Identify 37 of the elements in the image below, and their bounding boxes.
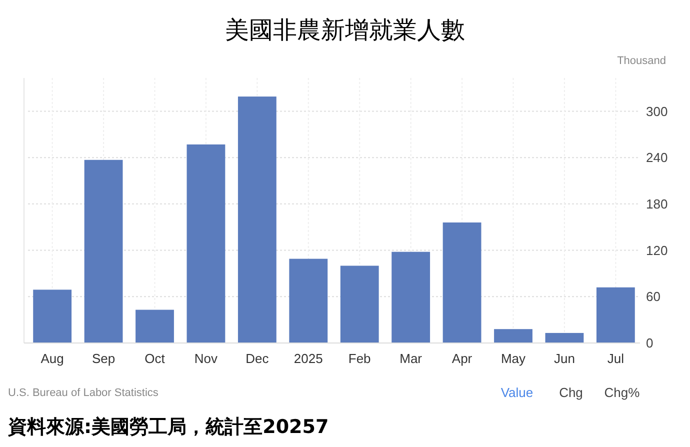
bar bbox=[84, 160, 123, 343]
bar bbox=[238, 96, 276, 343]
bar bbox=[442, 222, 482, 343]
bar bbox=[596, 287, 635, 343]
bar bbox=[392, 252, 430, 343]
y-tick-label: 120 bbox=[646, 242, 668, 258]
bar bbox=[340, 266, 379, 343]
bar bbox=[289, 258, 328, 343]
text: Chg bbox=[559, 385, 583, 400]
x-tick-label: Feb bbox=[348, 351, 371, 366]
x-tick-label: Apr bbox=[452, 351, 473, 366]
chart-title: 美國非農新增就業人數 bbox=[225, 16, 465, 44]
y-tick-label: 60 bbox=[646, 289, 660, 304]
y-tick-label: 240 bbox=[646, 150, 668, 166]
bar bbox=[136, 310, 174, 343]
text: Chg% bbox=[604, 385, 640, 400]
text: Value bbox=[500, 385, 534, 400]
bar bbox=[186, 144, 226, 343]
bar bbox=[33, 290, 72, 343]
source-note: 資料來源:美國勞工局，統計至20257 bbox=[7, 416, 329, 438]
x-tick-label: 2025 bbox=[294, 351, 323, 366]
x-tick-label: Sep bbox=[92, 351, 116, 366]
x-tick-label: May bbox=[500, 351, 526, 366]
y-tick-label: 0 bbox=[646, 336, 654, 351]
y-tick-label: 300 bbox=[646, 104, 668, 119]
y-axis-title: Thousand bbox=[617, 55, 666, 67]
x-tick-label: Oct bbox=[144, 351, 166, 366]
x-tick-label: Jun bbox=[554, 351, 575, 366]
bar bbox=[494, 329, 532, 343]
bar bbox=[545, 332, 584, 343]
x-tick-label: Dec bbox=[246, 351, 270, 366]
x-tick-label: Aug bbox=[40, 351, 64, 366]
y-tick-label: 180 bbox=[646, 196, 668, 212]
text: U.S. Bureau of Labor Statistics bbox=[8, 387, 159, 399]
x-tick-label: Nov bbox=[194, 351, 218, 366]
x-tick-label: Mar bbox=[400, 351, 423, 366]
x-tick-label: Jul bbox=[607, 351, 624, 366]
